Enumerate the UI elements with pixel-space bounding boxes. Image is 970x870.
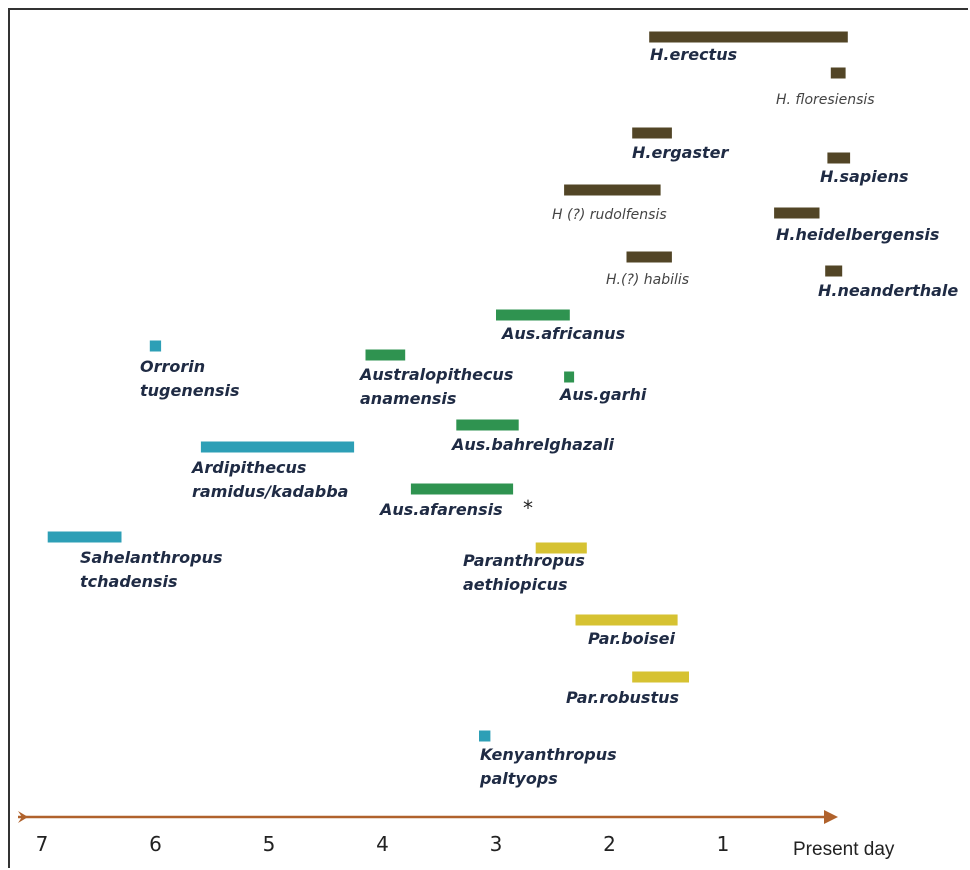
x-tick-label: 1 bbox=[717, 832, 730, 856]
species-bar bbox=[496, 309, 570, 321]
species-bar bbox=[456, 419, 519, 431]
species-bars bbox=[47, 31, 851, 742]
species-label: Paranthropus aethiopicus bbox=[463, 551, 585, 594]
species-bar bbox=[827, 152, 851, 164]
species-bar bbox=[564, 371, 575, 383]
axis-tick-labels: 7 6 5 4 3 2 1 bbox=[36, 832, 730, 856]
species-label: Ardipithecus ramidus/kadabba bbox=[190, 458, 348, 501]
figure-border bbox=[8, 8, 968, 868]
species-bar bbox=[830, 67, 846, 79]
x-tick-label: 7 bbox=[36, 832, 49, 856]
species-bar bbox=[626, 251, 672, 263]
species-bar bbox=[632, 127, 672, 139]
species-label: H. floresiensis bbox=[776, 92, 875, 108]
species-bar bbox=[649, 31, 848, 43]
species-bar bbox=[149, 340, 162, 352]
species-label: H.neanderthale bbox=[818, 281, 958, 300]
present-day-label: Present day bbox=[793, 839, 895, 860]
species-label: H.ergaster bbox=[632, 143, 729, 162]
species-label: Kenyanthropus paltyops bbox=[479, 745, 617, 788]
x-tick-label: 6 bbox=[149, 832, 162, 856]
species-label: Orrorin tugenensis bbox=[140, 357, 240, 400]
species-label: H (?) rudolfensis bbox=[552, 207, 667, 223]
species-bar bbox=[564, 184, 661, 196]
x-tick-label: 3 bbox=[490, 832, 503, 856]
species-label: H.heidelbergensis bbox=[776, 225, 939, 244]
species-bar bbox=[47, 531, 122, 543]
time-axis bbox=[18, 810, 838, 824]
afarensis-annotation: * bbox=[523, 496, 533, 520]
species-label: Aus.bahrelghazali bbox=[450, 435, 614, 454]
species-label: Par.robustus bbox=[566, 688, 679, 707]
species-bar bbox=[632, 671, 689, 683]
species-label: Aus.garhi bbox=[558, 385, 647, 404]
x-tick-label: 2 bbox=[603, 832, 616, 856]
species-label: Aus.africanus bbox=[500, 324, 625, 343]
species-labels: H.erectus H. floresiensis H.ergaster H.sapi… bbox=[80, 45, 958, 788]
species-bar bbox=[365, 349, 406, 361]
species-label: H.erectus bbox=[650, 45, 737, 64]
species-bar bbox=[410, 483, 514, 495]
species-label: Australopithecus anamensis bbox=[358, 365, 513, 408]
x-tick-label: 5 bbox=[263, 832, 276, 856]
species-label: Sahelanthropus tchadensis bbox=[80, 548, 223, 591]
species-label: H.(?) habilis bbox=[606, 272, 689, 288]
axis-arrow-left bbox=[18, 811, 28, 823]
species-bar bbox=[535, 542, 587, 554]
species-label: Aus.afarensis bbox=[378, 500, 503, 519]
species-label: H.sapiens bbox=[820, 167, 909, 186]
species-bar bbox=[200, 441, 355, 453]
axis-arrow-right bbox=[824, 810, 838, 824]
x-tick-label: 4 bbox=[376, 832, 389, 856]
species-bar bbox=[479, 730, 491, 742]
species-bar bbox=[774, 207, 820, 219]
species-bar bbox=[575, 614, 678, 626]
species-label: Par.boisei bbox=[588, 629, 675, 648]
species-bar bbox=[825, 265, 843, 277]
